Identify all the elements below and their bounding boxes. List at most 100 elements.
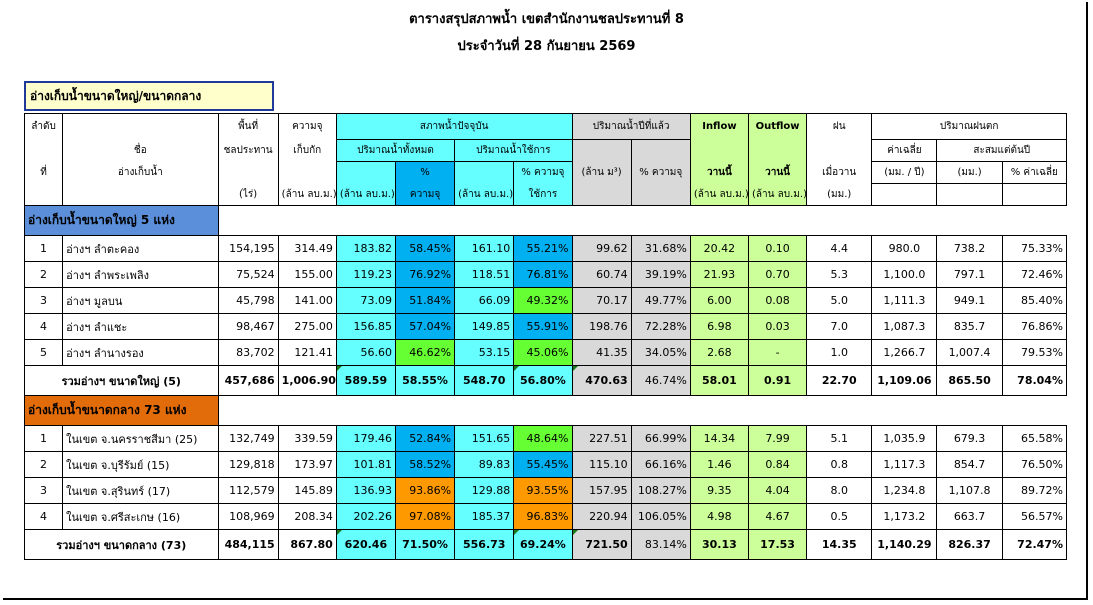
rain-value: 5.3 (806, 261, 873, 288)
row-number: 2 (23, 261, 64, 288)
irrigation-area: 75,524 (217, 261, 279, 288)
total-upct: 69.24% (513, 529, 573, 560)
outflow-value: 0.70 (747, 261, 808, 288)
total-volume: 73.09 (335, 287, 396, 314)
capacity-percent: 51.84% (394, 287, 456, 314)
inflow-value: 6.98 (689, 313, 749, 340)
rain-percent-average: 72.46% (1001, 261, 1068, 288)
total-row: รวมอ่างฯ ขนาดใหญ่ (5) 457,686 1,006.90 589.… (24, 365, 1068, 396)
rain-accumulated: 797.1 (936, 261, 1003, 288)
usable-volume: 129.88 (454, 477, 515, 504)
inflow-value: 2.68 (689, 339, 749, 366)
total-label: รวมอ่างฯ ขนาดกลาง (73) (24, 529, 219, 560)
table-row: 4 อ่างฯ ลำแชะ 98,467 275.00 156.85 57.04% 149.… (23, 313, 1068, 340)
reservoir-name: อ่างฯ มูลบน (62, 287, 219, 314)
rain-accumulated: 835.7 (936, 313, 1003, 340)
irrigation-area: 45,798 (217, 287, 279, 314)
header-total-volume: ปริมาณน้ำทั้งหมด (335, 139, 456, 162)
row-number: 3 (23, 287, 64, 314)
usable-volume: 149.85 (454, 313, 515, 340)
table-row: 4 ในเขต จ.ศรีสะเกษ (16) 108,969 208.34 202.2… (23, 503, 1068, 530)
reservoir-name: อ่างฯ ลำนางรอง (62, 339, 219, 366)
last-year-percent: 108.27% (630, 477, 691, 504)
section-large-reservoirs: อ่างเก็บน้ำขนาดใหญ่ 5 แห่ง (24, 205, 219, 236)
last-year-percent: 39.19% (630, 261, 691, 288)
rain-accumulated: 663.7 (936, 503, 1003, 530)
header-rain: ฝน (806, 113, 873, 140)
last-year-percent: 34.05% (630, 339, 691, 366)
row-number: 2 (23, 451, 64, 478)
rain-accumulated: 854.7 (936, 451, 1003, 478)
total-pavg: 78.04% (1001, 365, 1068, 396)
capacity-percent: 97.08% (394, 503, 456, 530)
last-year-volume: 227.51 (571, 425, 632, 452)
reservoir-name: อ่างฯ ลำแชะ (62, 313, 219, 340)
table-row: 2 ในเขต จ.บุรีรัมย์ (15) 129,818 173.97 101.… (23, 451, 1068, 478)
rain-value: 5.0 (806, 287, 873, 314)
total-ly: 721.50 (571, 529, 632, 560)
outflow-value: 0.08 (747, 287, 808, 314)
rain-average: 980.0 (871, 235, 938, 262)
rain-percent-average: 89.72% (1001, 477, 1068, 504)
rain-percent-average: 76.86% (1001, 313, 1068, 340)
total-vol: 589.59 (335, 365, 396, 396)
total-acc: 826.37 (936, 529, 1003, 560)
total-lypct: 83.14% (630, 529, 691, 560)
reservoir-name: ในเขต จ.นครราชสีมา (25) (62, 425, 219, 452)
reservoir-name: อ่างฯ ลำพระเพลิง (62, 261, 219, 288)
usable-volume: 151.65 (454, 425, 515, 452)
inflow-value: 1.46 (689, 451, 749, 478)
header-usable-volume: ปริมาณน้ำใช้การ (454, 139, 573, 162)
capacity-percent: 58.52% (394, 451, 456, 478)
table-row: 2 อ่างฯ ลำพระเพลิง 75,524 155.00 119.23 76.92… (23, 261, 1068, 288)
header-area: พื้นที่ (217, 113, 279, 140)
irrigation-area: 108,969 (217, 503, 279, 530)
header-order: ลำดับ (23, 113, 64, 140)
total-volume: 179.46 (335, 425, 396, 452)
rain-average: 1,035.9 (871, 425, 938, 452)
outflow-value: 0.10 (747, 235, 808, 262)
table-row: 3 ในเขต จ.สุรินทร์ (17) 112,579 145.89 136.9… (23, 477, 1068, 504)
reservoir-name: อ่างฯ ลำตะคอง (62, 235, 219, 262)
total-ly: 470.63 (571, 365, 632, 396)
row-number: 5 (23, 339, 64, 366)
outflow-value: 4.67 (747, 503, 808, 530)
total-lypct: 46.74% (630, 365, 691, 396)
total-use: 556.73 (454, 529, 515, 560)
usable-percent: 55.91% (513, 313, 573, 340)
page-frame (3, 2, 1088, 600)
section-medium-reservoirs: อ่างเก็บน้ำขนาดกลาง 73 แห่ง (24, 395, 219, 426)
capacity: 339.59 (277, 425, 337, 452)
last-year-percent: 49.77% (630, 287, 691, 314)
total-volume: 156.85 (335, 313, 396, 340)
rain-value: 4.4 (806, 235, 873, 262)
usable-percent: 49.32% (513, 287, 573, 314)
row-number: 4 (23, 313, 64, 340)
last-year-percent: 66.99% (630, 425, 691, 452)
last-year-volume: 60.74 (571, 261, 632, 288)
row-number: 1 (23, 235, 64, 262)
outflow-value: - (747, 339, 808, 366)
irrigation-area: 98,467 (217, 313, 279, 340)
usable-percent: 93.55% (513, 477, 573, 504)
rain-value: 5.1 (806, 425, 873, 452)
total-volume: 101.81 (335, 451, 396, 478)
rain-value: 0.8 (806, 451, 873, 478)
rain-average: 1,173.2 (871, 503, 938, 530)
header-outflow: Outflow (747, 113, 808, 140)
rain-percent-average: 56.57% (1001, 503, 1068, 530)
total-inflow: 58.01 (689, 365, 749, 396)
total-vol: 620.46 (335, 529, 396, 560)
reservoir-name: ในเขต จ.บุรีรัมย์ (15) (62, 451, 219, 478)
total-label: รวมอ่างฯ ขนาดใหญ่ (5) (24, 365, 219, 396)
total-use: 548.70 (454, 365, 515, 396)
total-volume: 136.93 (335, 477, 396, 504)
rain-accumulated: 1,007.4 (936, 339, 1003, 366)
capacity: 121.41 (277, 339, 337, 366)
header-current-state: สภาพน้ำปัจจุบัน (335, 113, 573, 140)
capacity: 145.89 (277, 477, 337, 504)
inflow-value: 6.00 (689, 287, 749, 314)
total-cap: 1,006.90 (277, 365, 337, 396)
total-volume: 183.82 (335, 235, 396, 262)
capacity: 141.00 (277, 287, 337, 314)
